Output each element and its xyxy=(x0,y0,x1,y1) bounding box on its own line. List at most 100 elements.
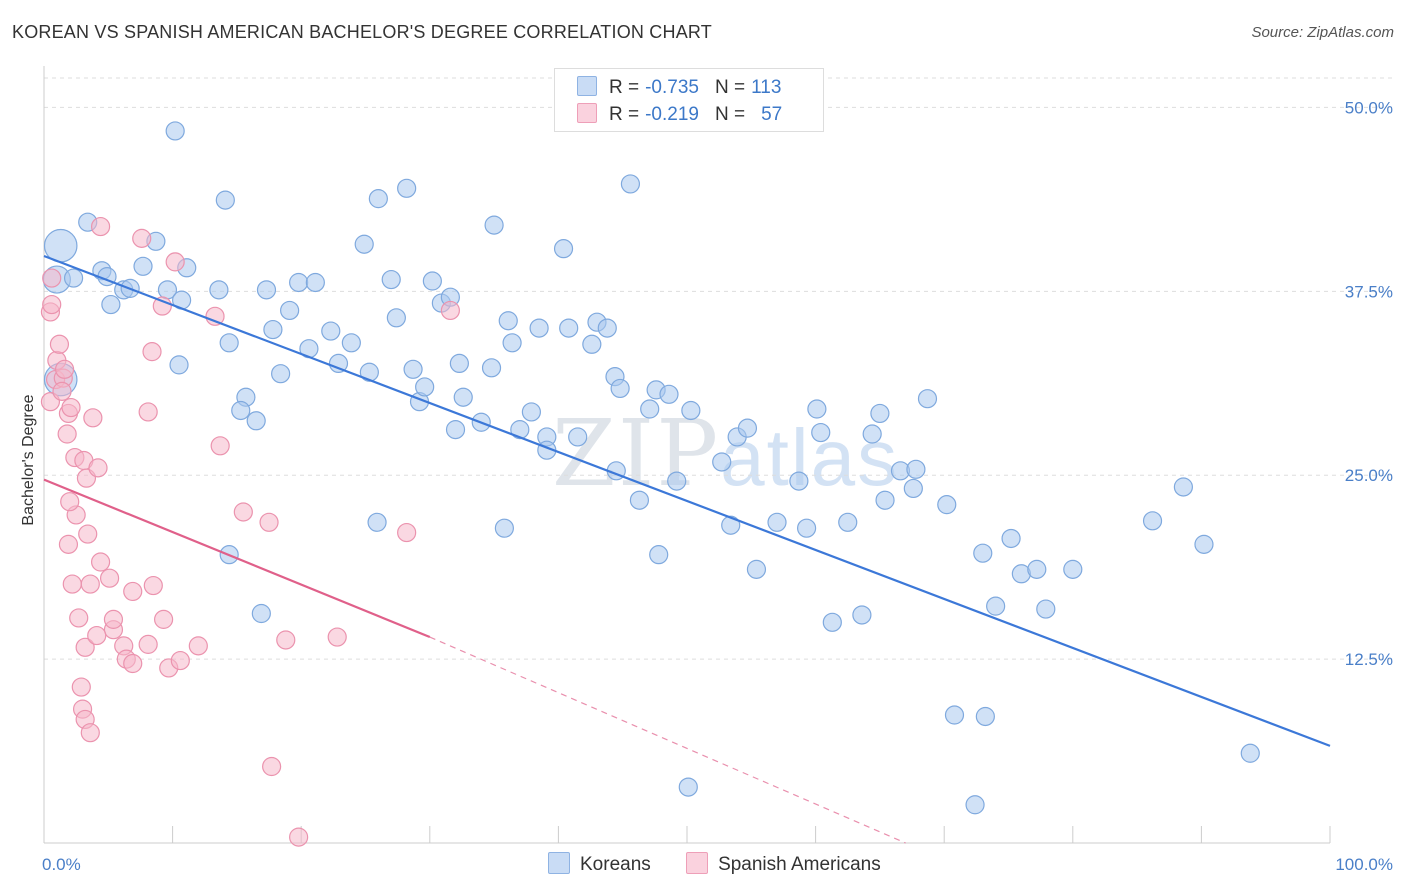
korean-point-77 xyxy=(746,559,767,579)
legend-n-label: N = xyxy=(714,104,746,125)
korean-point-99 xyxy=(1001,528,1021,549)
korean-point-91 xyxy=(906,459,926,479)
legend-swatch-spanish-americans xyxy=(577,103,597,123)
spanish-american-point-60 xyxy=(289,827,309,847)
korean-point-72 xyxy=(681,400,701,421)
korean-point-54 xyxy=(529,318,549,338)
y-tick-label-2: 37.5% xyxy=(1345,282,1393,301)
y-axis-label: Bachelor's Degree xyxy=(20,394,37,525)
spanish-american-point-47 xyxy=(165,252,185,272)
spanish-american-point-41 xyxy=(71,677,91,697)
korean-point-18 xyxy=(169,355,189,375)
spanish-american-point-25 xyxy=(99,568,120,588)
spanish-american-point-55 xyxy=(276,630,296,650)
legend-label-spanish-americans: Spanish Americans xyxy=(718,854,881,875)
spanish-american-point-45 xyxy=(138,402,158,422)
korean-point-39 xyxy=(403,359,423,379)
korean-point-107 xyxy=(1240,743,1260,763)
korean-point-35 xyxy=(368,189,388,209)
korean-point-105 xyxy=(1173,477,1193,497)
spanish-american-point-56 xyxy=(327,627,347,647)
series-koreans xyxy=(42,121,1260,815)
korean-point-14 xyxy=(209,280,229,300)
korean-point-86 xyxy=(862,424,882,444)
korean-point-57 xyxy=(559,318,579,338)
korean-point-53 xyxy=(521,402,541,422)
korean-point-70 xyxy=(667,471,687,491)
chart-title: KOREAN VS SPANISH AMERICAN BACHELOR'S DE… xyxy=(12,22,712,42)
korean-point-27 xyxy=(289,272,309,293)
legend-n-value: 57 xyxy=(761,104,783,125)
korean-point-83 xyxy=(822,612,842,632)
spanish-american-point-28 xyxy=(75,637,95,657)
spanish-american-point-54 xyxy=(259,512,279,532)
spanish-american-point-52 xyxy=(210,436,230,456)
korean-point-21 xyxy=(256,280,277,300)
korean-point-71 xyxy=(659,384,679,404)
spanish-american-point-27 xyxy=(69,608,89,628)
legend-swatch-koreans xyxy=(548,852,570,874)
spanish-american-point-9 xyxy=(52,381,72,401)
legend-item-koreans[interactable]: Koreans xyxy=(548,852,651,876)
korean-point-41 xyxy=(415,377,435,397)
korean-point-66 xyxy=(629,490,650,510)
korean-point-114 xyxy=(678,777,698,797)
spanish-american-point-21 xyxy=(78,524,98,544)
korean-point-58 xyxy=(568,427,588,447)
legend-item-spanish-americans[interactable]: Spanish Americans xyxy=(686,852,881,876)
spanish-american-point-40 xyxy=(188,636,208,656)
korean-point-45 xyxy=(445,420,466,440)
spanish-american-point-46 xyxy=(142,342,162,362)
korean-point-16 xyxy=(165,121,185,141)
korean-point-49 xyxy=(481,358,502,378)
korean-point-33 xyxy=(354,234,374,254)
korean-point-93 xyxy=(937,495,957,515)
x-tick-label-0: 0.0% xyxy=(42,855,81,874)
spanish-american-point-57 xyxy=(397,522,417,543)
y-tick-label-0: 12.5% xyxy=(1345,650,1393,669)
korean-point-67 xyxy=(640,399,660,419)
axis-labels: 12.5% 25.0% 37.5% 50.0% 0.0% 100.0% Bachelor's… xyxy=(20,98,1393,874)
korean-point-97 xyxy=(975,706,995,727)
spanish-american-point-59 xyxy=(262,756,282,777)
korean-point-95 xyxy=(965,795,985,815)
korean-point-32 xyxy=(341,333,361,353)
spanish-american-point-10 xyxy=(57,424,77,444)
korean-point-68 xyxy=(649,545,669,565)
spanish-american-point-53 xyxy=(233,502,253,522)
korean-point-85 xyxy=(852,605,872,625)
trend-lines xyxy=(43,254,1331,844)
korean-point-36 xyxy=(381,269,401,290)
spanish-american-point-8 xyxy=(54,359,75,379)
spanish-american-point-51 xyxy=(205,306,225,326)
korean-point-37 xyxy=(386,308,406,328)
spanish-american-trend-extension xyxy=(429,636,906,844)
legend-n-value: 113 xyxy=(751,77,782,98)
spanish-american-point-16 xyxy=(83,408,103,428)
korean-point-30 xyxy=(321,321,341,341)
spanish-american-point-37 xyxy=(153,609,174,629)
korean-point-113 xyxy=(494,518,514,538)
korean-point-98 xyxy=(986,596,1006,616)
spanish-american-point-29 xyxy=(87,625,107,646)
y-tick-label-3: 50.0% xyxy=(1345,98,1393,117)
korean-point-19 xyxy=(219,333,239,353)
korean-point-96 xyxy=(973,543,993,563)
spanish-american-point-0 xyxy=(42,268,62,288)
korean-point-24 xyxy=(263,319,283,340)
korean-point-79 xyxy=(789,471,809,491)
korean-point-38 xyxy=(397,178,417,198)
korean-point-25 xyxy=(271,364,291,384)
korean-point-78 xyxy=(767,512,787,532)
korean-point-31 xyxy=(328,353,349,374)
korean-point-51 xyxy=(502,333,522,353)
korean-point-106 xyxy=(1194,534,1214,554)
korean-point-50 xyxy=(498,311,518,331)
korean-point-26 xyxy=(280,300,300,321)
spanish-american-point-17 xyxy=(88,458,108,478)
spanish-american-point-2 xyxy=(42,294,62,315)
korean-point-82 xyxy=(811,422,831,443)
spanish-american-point-49 xyxy=(90,216,111,237)
spanish-american-point-39 xyxy=(170,650,190,671)
legend-row-spanish-americans: R = -0.219 N = 57 xyxy=(577,103,782,125)
